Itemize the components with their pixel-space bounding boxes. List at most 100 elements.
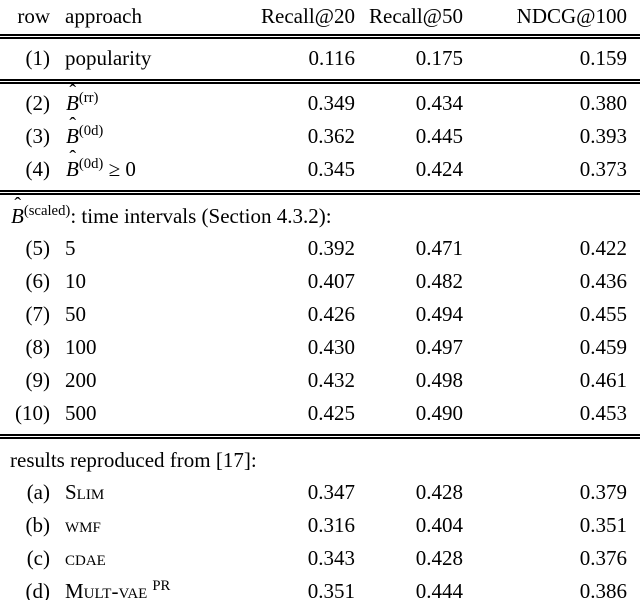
superscript: (scaled) — [23, 202, 71, 219]
metric-cell: 0.380 — [579, 91, 627, 115]
approach-label: 50 — [65, 302, 86, 326]
table-row: (b) wmf 0.316 0.404 0.351 — [0, 509, 640, 542]
metric-cell: 0.373 — [463, 153, 640, 195]
column-header-approach: approach — [50, 2, 205, 39]
metric-cell: 0.316 — [307, 513, 355, 537]
table-row: (7) 50 0.426 0.494 0.455 — [0, 298, 640, 331]
metric-cell: 0.455 — [579, 302, 627, 326]
hat-accent: ˆ — [69, 114, 77, 137]
row-label-cell: (5) — [25, 236, 51, 260]
approach-label: popularity — [65, 46, 151, 70]
metric-cell: 0.345 — [205, 153, 355, 195]
table-row: (4) ˆ B(0d) ≥ 0 0.345 0.424 0.373 — [0, 147, 640, 195]
table-row: (10) 500 0.425 0.490 0.453 — [0, 397, 640, 439]
metric-cell: 0.428 — [415, 546, 463, 570]
approach-label: ˆ B(0d) ≥ 0 — [65, 147, 136, 181]
metric-cell: 0.422 — [579, 236, 627, 260]
metric-cell: 0.459 — [579, 335, 627, 359]
column-header-recall20: Recall@20 — [205, 2, 355, 39]
header-row: row approach Recall@20 Recall@50 NDCG@10… — [0, 2, 640, 39]
label-text: results reproduced from [17]: — [10, 448, 257, 472]
superscript: (0d) — [78, 155, 104, 172]
hat-accent: ˆ — [14, 194, 22, 217]
metric-cell: 0.453 — [463, 397, 640, 439]
approach-label: wmf — [65, 513, 101, 537]
section-header-label: results reproduced from [17]: — [10, 448, 257, 472]
metric-cell: 0.434 — [415, 91, 463, 115]
approach-cell: Slim — [50, 476, 205, 509]
approach-cell: 200 — [50, 364, 205, 397]
table-row: (3) ˆ B(0d) 0.362 0.445 0.393 — [0, 114, 640, 153]
metric-cell: 0.404 — [415, 513, 463, 537]
approach-cell: 500 — [50, 397, 205, 439]
metric-cell: 0.425 — [205, 397, 355, 439]
approach-cell: 50 — [50, 298, 205, 331]
metric-cell: 0.175 — [355, 36, 463, 84]
approach-label: ˆ B(0d) — [65, 114, 104, 148]
table-row: (5) 5 0.392 0.471 0.422 — [0, 232, 640, 265]
approach-label: 100 — [65, 335, 97, 359]
row-label-cell: (8) — [25, 335, 51, 359]
column-header-row: row — [0, 2, 50, 39]
column-header-ndcg100: NDCG@100 — [463, 2, 640, 39]
section-header: results reproduced from [17]: — [0, 437, 640, 477]
metric-cell: 0.392 — [307, 236, 355, 260]
table-body: (1) popularity 0.116 0.175 0.159 (2) ˆ B(rr) 0.3… — [0, 36, 640, 600]
metric-cell: 0.428 — [415, 480, 463, 504]
label-text: cdae — [65, 546, 106, 570]
approach-cell: ˆ B(0d) — [50, 114, 205, 153]
row-label-cell: (4) — [0, 153, 50, 195]
metric-cell: 0.116 — [205, 36, 355, 84]
metric-cell: 0.393 — [579, 124, 627, 148]
approach-cell: popularity — [50, 36, 205, 84]
superscript: (0d) — [78, 122, 104, 139]
row-label-cell: (10) — [0, 397, 50, 439]
hat-accent: ˆ — [69, 147, 77, 170]
approach-cell: wmf — [50, 509, 205, 542]
row-label-cell: (3) — [25, 124, 51, 148]
section-header-row: results reproduced from [17]: — [0, 437, 640, 477]
approach-cell: 100 — [50, 331, 205, 364]
metric-cell: 0.407 — [307, 269, 355, 293]
metric-cell: 0.445 — [415, 124, 463, 148]
metric-cell: 0.424 — [355, 153, 463, 195]
column-header-recall50: Recall@50 — [355, 2, 463, 39]
label-text: popularity — [65, 46, 152, 70]
approach-label: cdae — [65, 546, 106, 570]
metric-cell: 0.351 — [307, 579, 355, 600]
metric-cell: 0.362 — [307, 124, 355, 148]
superscript: PR — [152, 577, 171, 594]
row-label-cell: (c) — [26, 546, 50, 570]
approach-cell: Mult-vae PR — [50, 575, 205, 600]
section-header-label: ˆ B(scaled): time intervals (Section 4.3.… — [10, 194, 332, 228]
label-text: 200 — [65, 368, 97, 392]
approach-label: Slim — [65, 480, 104, 504]
metric-cell: 0.343 — [307, 546, 355, 570]
approach-label: 10 — [65, 269, 86, 293]
hat-accent: ˆ — [69, 81, 77, 104]
metric-cell: 0.426 — [307, 302, 355, 326]
table-row: (2) ˆ B(rr) 0.349 0.434 0.380 — [0, 81, 640, 121]
table-row: (8) 100 0.430 0.497 0.459 — [0, 331, 640, 364]
metric-cell: 0.376 — [579, 546, 627, 570]
metric-cell: 0.349 — [307, 91, 355, 115]
metric-cell: 0.444 — [415, 579, 463, 600]
approach-label: Mult-vae PR — [65, 577, 171, 600]
approach-label: ˆ B(rr) — [65, 81, 98, 115]
metric-cell: 0.351 — [579, 513, 627, 537]
metric-cell: 0.482 — [415, 269, 463, 293]
metric-cell: 0.386 — [579, 579, 627, 600]
approach-cell: ˆ B(0d) ≥ 0 — [50, 147, 205, 195]
approach-cell: 10 — [50, 265, 205, 298]
metric-cell: 0.347 — [307, 480, 355, 504]
metric-cell: 0.498 — [415, 368, 463, 392]
section-header-row: ˆ B(scaled): time intervals (Section 4.3.… — [0, 193, 640, 233]
metric-cell: 0.471 — [415, 236, 463, 260]
label-text: wmf — [65, 513, 101, 537]
metric-cell: 0.461 — [579, 368, 627, 392]
table-row: (9) 200 0.432 0.498 0.461 — [0, 364, 640, 397]
table-row: (c) cdae 0.343 0.428 0.376 — [0, 542, 640, 575]
metric-cell: 0.494 — [415, 302, 463, 326]
